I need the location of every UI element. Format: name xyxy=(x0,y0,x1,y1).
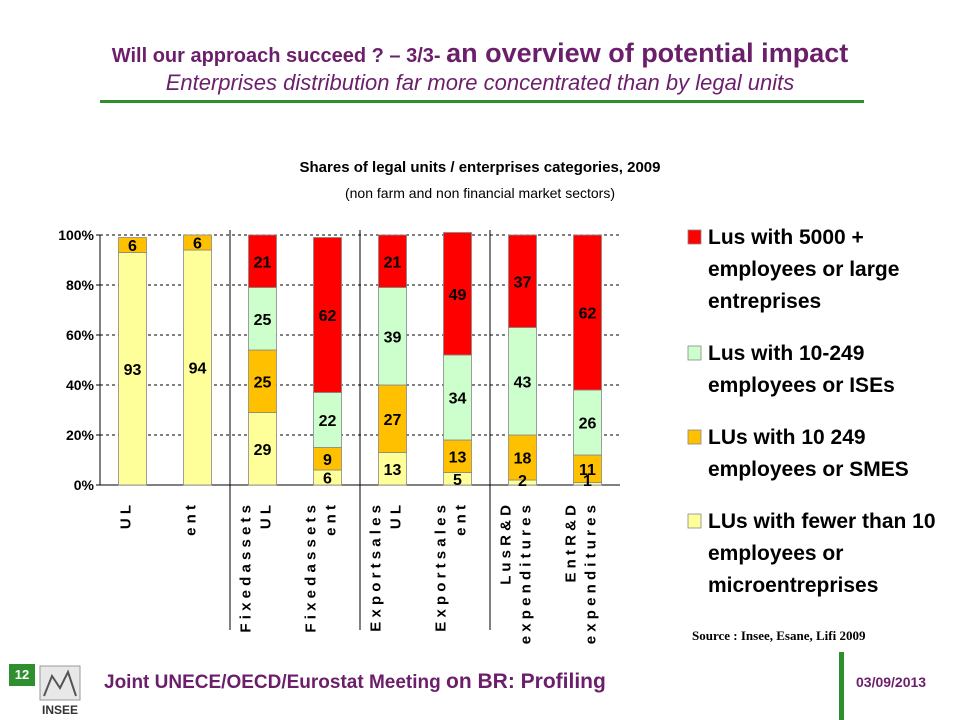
bar-segment xyxy=(443,354,472,441)
x-category-label: e x p e n d i t u r e s xyxy=(517,505,534,644)
legend-label: LUs with fewer than 10 xyxy=(708,510,936,533)
x-category-label: U L xyxy=(387,505,404,529)
x-category-label: e n t xyxy=(322,505,339,536)
bar-value-label: 13 xyxy=(384,462,402,479)
bar-value-label: 22 xyxy=(319,413,337,430)
legend-label: entreprises xyxy=(708,290,821,313)
bar-segment xyxy=(508,234,537,328)
bar-value-label: 6 xyxy=(193,236,202,253)
bar-segment xyxy=(508,327,537,436)
bar-value-label: 29 xyxy=(254,442,272,459)
x-category-label: e n t xyxy=(452,505,469,536)
slide-number: 12 xyxy=(9,664,35,686)
footer-prefix: Joint UNECE/OECD/Eurostat Meeting xyxy=(104,672,447,693)
x-category-label: e n t xyxy=(182,505,199,536)
bar-value-label: 21 xyxy=(384,254,402,271)
bar-value-label: 62 xyxy=(319,308,337,325)
bar-value-label: 11 xyxy=(579,462,596,479)
bar-value-label: 49 xyxy=(449,287,467,304)
slide-title: Will our approach succeed ? – 3/3- an ov… xyxy=(0,38,960,69)
bar-value-label: 25 xyxy=(254,312,272,329)
footer-date: 03/09/2013 xyxy=(856,674,927,690)
bar-value-label: 9 xyxy=(323,452,332,469)
legend-label: Lus with 10-249 xyxy=(708,342,864,365)
legend-label: employees or xyxy=(708,542,843,565)
bar-value-label: 94 xyxy=(189,361,207,378)
legend-swatch xyxy=(687,429,702,445)
footer-text: Joint UNECE/OECD/Eurostat Meeting on BR:… xyxy=(104,670,606,694)
x-category-label: E x p o r t s a l e s xyxy=(367,505,384,632)
bar-segment xyxy=(573,454,602,483)
legend-swatch xyxy=(687,229,702,245)
bar-value-label: 43 xyxy=(514,374,532,391)
bar-value-label: 39 xyxy=(384,329,402,346)
bar-value-label: 6 xyxy=(128,238,137,255)
slide-subtitle: Enterprises distribution far more concen… xyxy=(165,70,795,95)
bar-value-label: 21 xyxy=(254,254,272,271)
stacked-bar-chart: Shares of legal units / enterprises cate… xyxy=(58,159,936,644)
bar-segment xyxy=(313,237,342,393)
x-category-label: L u s R & D xyxy=(497,505,514,585)
bar-segment xyxy=(443,232,472,356)
bar-segment xyxy=(573,389,602,456)
bar-segment xyxy=(248,412,277,486)
x-category-label: U L xyxy=(117,505,134,529)
y-tick-label: 40% xyxy=(66,377,95,393)
legend-label: employees or large xyxy=(708,258,899,281)
bar-value-label: 13 xyxy=(449,449,467,466)
y-tick-label: 100% xyxy=(58,227,94,243)
legend-swatch xyxy=(687,345,702,361)
legend-label: employees or SMES xyxy=(708,458,909,481)
legend-label: LUs with 10 249 xyxy=(708,426,866,449)
bar-segment xyxy=(183,249,212,486)
chart-subtitle: (non farm and non financial market secto… xyxy=(345,185,615,201)
x-category-label: U L xyxy=(257,505,274,529)
legend-label: microentreprises xyxy=(708,574,878,597)
bar-value-label: 18 xyxy=(514,451,532,468)
chart-title: Shares of legal units / enterprises cate… xyxy=(300,159,661,176)
bar-value-label: 62 xyxy=(579,306,597,323)
bar-value-label: 6 xyxy=(323,471,332,488)
y-tick-label: 60% xyxy=(66,327,95,343)
bar-segment xyxy=(183,234,212,251)
bar-segment xyxy=(118,237,147,253)
bar-segment xyxy=(248,287,277,351)
bar-segment xyxy=(248,234,277,288)
svg-text:INSEE: INSEE xyxy=(42,703,78,717)
bar-value-label: 93 xyxy=(124,362,142,379)
bar-value-label: 1 xyxy=(583,473,592,490)
x-category-label: E n t R & D xyxy=(562,505,579,583)
bar-value-label: 27 xyxy=(384,412,402,429)
bar-value-label: 26 xyxy=(579,416,597,433)
legend-label: employees or ISEs xyxy=(708,374,895,397)
y-tick-label: 80% xyxy=(66,277,95,293)
source-note: Source : Insee, Esane, Lifi 2009 xyxy=(692,628,866,643)
bar-segment xyxy=(573,234,602,391)
x-category-label: E x p o r t s a l e s xyxy=(432,505,449,632)
bar-value-label: 25 xyxy=(254,374,272,391)
x-category-label: F i x e d a s s e t s xyxy=(302,505,319,633)
bar-segment xyxy=(378,384,407,453)
insee-logo: INSEE xyxy=(39,665,81,717)
legend-swatch xyxy=(687,513,702,529)
bar-segment xyxy=(118,252,147,486)
title-divider xyxy=(100,100,864,103)
bar-segment xyxy=(378,287,407,386)
footer-divider xyxy=(839,652,844,720)
y-tick-label: 20% xyxy=(66,427,95,443)
x-category-label: e x p e n d i t u r e s xyxy=(582,505,599,644)
bar-segment xyxy=(313,392,342,448)
bar-value-label: 37 xyxy=(514,274,532,291)
title-prefix: Will our approach succeed ? – 3/3- xyxy=(111,45,447,67)
title-main: an overview of potential impact xyxy=(446,38,849,68)
bar-value-label: 34 xyxy=(449,391,467,408)
legend-label: Lus with 5000 + xyxy=(708,226,864,249)
bar-value-label: 5 xyxy=(453,472,462,489)
footer-suffix: on BR: Profiling xyxy=(446,670,606,693)
y-tick-label: 0% xyxy=(74,477,95,493)
bar-segment xyxy=(378,234,407,288)
bar-value-label: 2 xyxy=(518,473,527,490)
x-category-label: F i x e d a s s e t s xyxy=(237,505,254,633)
